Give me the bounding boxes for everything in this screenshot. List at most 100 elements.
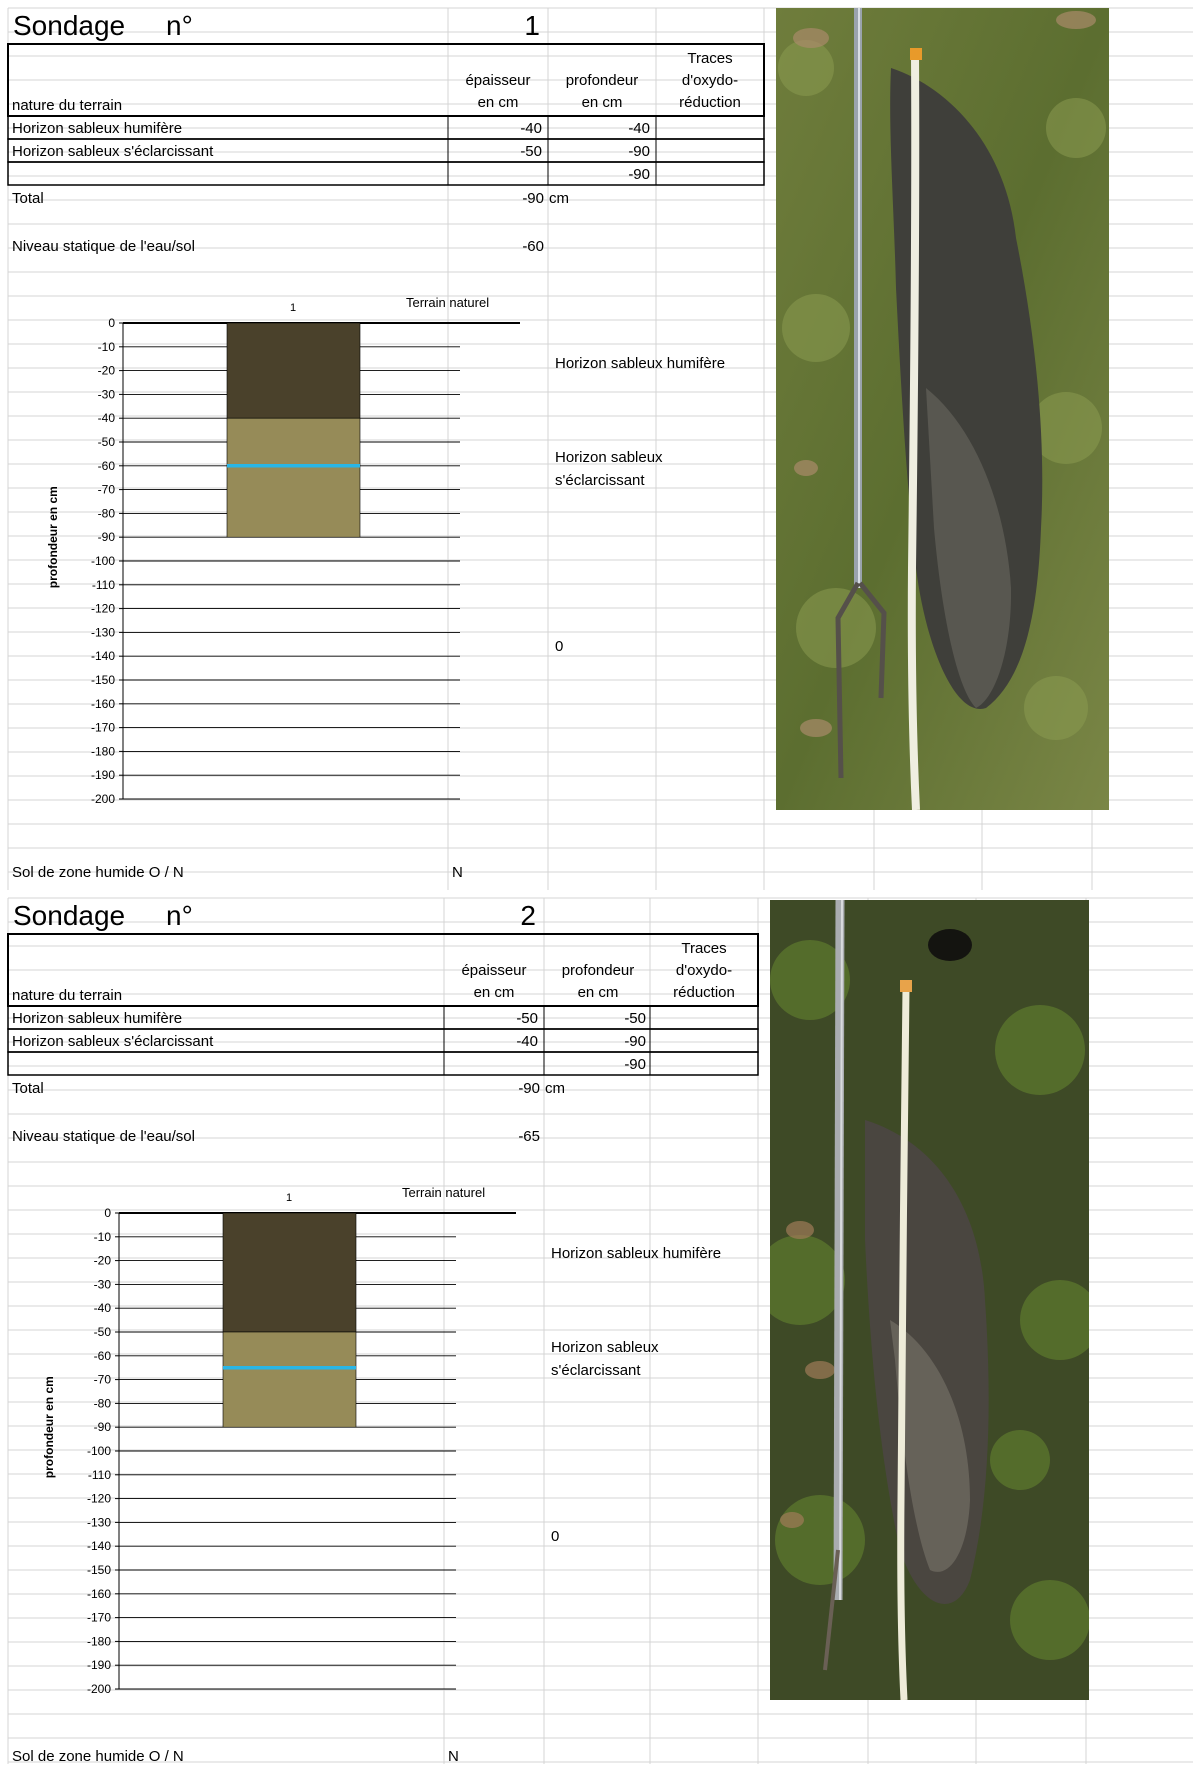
depth-tick-label: -70 — [98, 483, 116, 497]
total-value: -90 — [522, 190, 544, 207]
header-nature: nature du terrain — [12, 987, 123, 1004]
depth-tick-label: -60 — [94, 1349, 112, 1363]
row-2-profondeur: -90 — [628, 143, 650, 160]
legend-label: Horizon sableux humifère — [551, 1245, 721, 1262]
soil-layer-bar — [222, 1212, 357, 1333]
legend-label: Horizon sableux — [551, 1339, 659, 1356]
niveau-label: Niveau statique de l'eau/sol — [12, 1128, 195, 1145]
soil-core-photo — [770, 900, 1089, 1700]
zone-humide-label: Sol de zone humide O / N — [12, 1748, 184, 1765]
depth-tick-label: -20 — [94, 1254, 112, 1268]
depth-tick-label: -160 — [87, 1587, 111, 1601]
row-1-epaisseur: -50 — [516, 1010, 538, 1027]
legend-label: s'éclarcissant — [555, 472, 645, 489]
row-2-nature: Horizon sableux s'éclarcissant — [12, 143, 214, 160]
table-border — [543, 1005, 651, 1076]
depth-tick-label: -40 — [98, 411, 116, 425]
sondage-section-1: Sondage n° 1 nature du terrain épaisseur… — [7, 7, 1193, 890]
depth-tick-label: -20 — [98, 364, 116, 378]
header-traces: Traces d'oxydo-réduction — [679, 50, 741, 111]
legend-label: 0 — [551, 1528, 559, 1545]
depth-tick-label: -50 — [94, 1325, 112, 1339]
depth-tick-label: -140 — [91, 649, 115, 663]
table-border — [547, 115, 657, 186]
depth-tick-label: -30 — [98, 387, 116, 401]
soil-core-photo — [776, 8, 1109, 810]
row-1-nature: Horizon sableux humifère — [12, 1010, 183, 1027]
table-border — [7, 161, 765, 186]
legend-label: s'éclarcissant — [551, 1362, 641, 1379]
depth-tick-label: -180 — [91, 744, 115, 758]
depth-tick-label: -200 — [91, 792, 115, 806]
depth-tick-label: -170 — [91, 721, 115, 735]
legend-label: Horizon sableux humifère — [555, 355, 725, 372]
depth-tick-label: -80 — [98, 506, 116, 520]
depth-tick-label: -110 — [92, 578, 115, 592]
depth-tick-label: -150 — [87, 1563, 111, 1577]
row-1-profondeur: -40 — [628, 120, 650, 137]
depth-tick-label: 0 — [108, 316, 115, 330]
depth-tick-label: -120 — [91, 602, 115, 616]
sondage-number: 1 — [524, 10, 540, 41]
category-label: 1 — [290, 302, 296, 314]
row-2-epaisseur: -40 — [516, 1033, 538, 1050]
total-label: Total — [12, 190, 44, 207]
zone-humide-value: N — [452, 864, 463, 881]
depth-tick-label: -130 — [87, 1515, 111, 1529]
depth-tick-label: -90 — [94, 1420, 112, 1434]
depth-tick-label: -80 — [94, 1396, 112, 1410]
sondage-title: Sondage — [13, 900, 126, 931]
sondage-number: 2 — [520, 900, 536, 931]
depth-tick-label: -200 — [87, 1682, 111, 1696]
row-1-epaisseur: -40 — [520, 120, 542, 137]
depth-tick-label: -110 — [88, 1468, 111, 1482]
soil-profile-chart: 1 Terrain naturel 0 -10 -20 -30 -40 -50 -60 -70 -8… — [46, 295, 725, 806]
row-3-profondeur: -90 — [628, 166, 650, 183]
legend-label: Horizon sableux — [555, 449, 663, 466]
depth-tick-label: -50 — [98, 435, 116, 449]
header-nature: nature du terrain — [12, 97, 123, 114]
y-axis-label: profondeur en cm — [46, 486, 60, 588]
surface-label: Terrain naturel — [406, 295, 489, 310]
depth-tick-label: -120 — [87, 1492, 111, 1506]
category-label: 1 — [286, 1192, 292, 1204]
depth-tick-label: -100 — [87, 1444, 111, 1458]
zone-humide-value: N — [448, 1748, 459, 1765]
depth-tick-label: -60 — [98, 459, 116, 473]
total-label: Total — [12, 1080, 44, 1097]
soil-profile-chart: 1 Terrain naturel 0 -10 -20 -30 -40 -50 -60 -70 -8… — [42, 1185, 721, 1696]
row-2-epaisseur: -50 — [520, 143, 542, 160]
header-epaisseur: épaisseur en cm — [465, 72, 531, 111]
depth-tick-label: -10 — [98, 340, 116, 354]
depth-tick-label: -180 — [87, 1634, 111, 1648]
depth-tick-label: -30 — [94, 1277, 112, 1291]
sondage-title: Sondage — [13, 10, 126, 41]
depth-tick-label: -40 — [94, 1301, 112, 1315]
depth-tick-label: -130 — [91, 625, 115, 639]
depth-tick-label: -90 — [98, 530, 116, 544]
depth-tick-label: -190 — [91, 768, 115, 782]
depth-tick-label: -70 — [94, 1373, 112, 1387]
total-value: -90 — [518, 1080, 540, 1097]
total-unit: cm — [549, 190, 569, 207]
total-unit: cm — [545, 1080, 565, 1097]
depth-tick-label: -100 — [91, 554, 115, 568]
row-3-profondeur: -90 — [624, 1056, 646, 1073]
sondage-num-label: n° — [166, 10, 193, 41]
header-profondeur: profondeur en cm — [565, 72, 639, 111]
soil-layer-bar — [222, 1331, 357, 1428]
legend-label: 0 — [555, 638, 563, 655]
depth-tick-label: -170 — [87, 1611, 111, 1625]
zone-humide-label: Sol de zone humide O / N — [12, 864, 184, 881]
niveau-value: -65 — [518, 1128, 540, 1145]
header-traces: Traces d'oxydo-réduction — [673, 940, 735, 1001]
sondage-num-label: n° — [166, 900, 193, 931]
depth-tick-label: -10 — [94, 1230, 112, 1244]
table-border — [7, 1051, 759, 1076]
row-2-nature: Horizon sableux s'éclarcissant — [12, 1033, 214, 1050]
row-1-nature: Horizon sableux humifère — [12, 120, 183, 137]
niveau-label: Niveau statique de l'eau/sol — [12, 238, 195, 255]
soil-layer-bar — [226, 322, 361, 419]
surface-label: Terrain naturel — [402, 1185, 485, 1200]
depth-tick-label: 0 — [104, 1206, 111, 1220]
